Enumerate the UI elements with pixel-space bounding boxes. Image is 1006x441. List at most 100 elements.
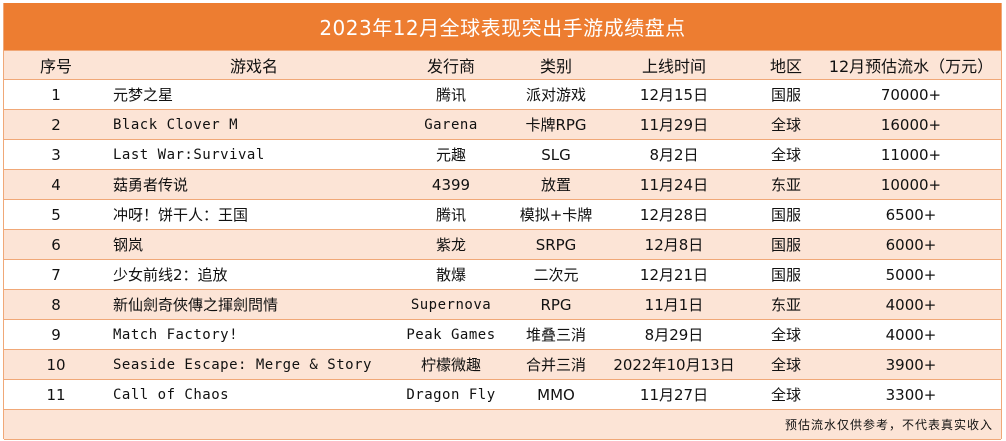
row-launch-date: 11月24日 bbox=[639, 176, 709, 194]
table-row: 1 元梦之星 腾讯 派对游戏 12月15日 国服 70000+ bbox=[4, 80, 1001, 110]
table-row: 11 Call of Chaos Dragon Fly MMO 11月27日 全… bbox=[4, 380, 1001, 410]
header-category: 类别 bbox=[539, 57, 572, 76]
row-revenue: 10000+ bbox=[880, 175, 942, 194]
row-publisher: 柠檬微趣 bbox=[420, 356, 481, 374]
row-index: 11 bbox=[46, 385, 66, 404]
row-game-name: 新仙劍奇俠傳之揮劍問情 bbox=[113, 296, 279, 314]
row-category: 堆叠三消 bbox=[525, 326, 586, 344]
row-publisher: 腾讯 bbox=[435, 86, 466, 104]
row-region: 东亚 bbox=[770, 296, 801, 314]
table-row: 8 新仙劍奇俠傳之揮劍問情 Supernova RPG 11月1日 东亚 400… bbox=[4, 290, 1001, 320]
row-category: 模拟+卡牌 bbox=[519, 206, 593, 224]
row-region: 全球 bbox=[770, 116, 801, 134]
row-region: 全球 bbox=[770, 356, 801, 374]
row-index: 8 bbox=[51, 295, 61, 314]
row-publisher: 散爆 bbox=[435, 266, 466, 284]
table-footer: 预估流水仅供参考，不代表真实收入 bbox=[4, 410, 1001, 440]
row-game-name: Last War:Survival bbox=[113, 146, 265, 163]
footer-disclaimer: 预估流水仅供参考，不代表真实收入 bbox=[784, 418, 993, 432]
row-region: 东亚 bbox=[770, 176, 801, 194]
row-launch-date: 8月2日 bbox=[649, 146, 699, 164]
header-revenue: 12月预估流水（万元） bbox=[828, 57, 994, 76]
row-game-name: 少女前线2：追放 bbox=[113, 266, 228, 284]
row-game-name: Match Factory! bbox=[113, 326, 239, 343]
row-revenue: 11000+ bbox=[880, 145, 942, 164]
table-row: 9 Match Factory! Peak Games 堆叠三消 8月29日 全… bbox=[4, 320, 1001, 350]
row-index: 10 bbox=[46, 355, 66, 374]
row-game-name: 冲呀！饼干人：王国 bbox=[113, 206, 249, 224]
row-revenue: 3900+ bbox=[885, 355, 937, 374]
row-game-name: Seaside Escape: Merge & Story bbox=[113, 356, 372, 373]
row-region: 国服 bbox=[770, 206, 801, 224]
row-launch-date: 2022年10月13日 bbox=[613, 356, 735, 374]
row-revenue: 6000+ bbox=[885, 235, 937, 254]
row-publisher: Garena bbox=[424, 116, 478, 133]
row-revenue: 6500+ bbox=[885, 205, 937, 224]
table-row: 2 Black Clover M Garena 卡牌RPG 11月29日 全球 … bbox=[4, 110, 1001, 140]
row-category: RPG bbox=[540, 295, 572, 314]
row-revenue: 5000+ bbox=[885, 265, 937, 284]
row-category: MMO bbox=[537, 385, 575, 404]
header-launch-date: 上线时间 bbox=[641, 57, 706, 76]
row-category: 卡牌RPG bbox=[525, 116, 587, 134]
table-header-row: 序号 游戏名 发行商 类别 上线时间 地区 12月预估流水（万元） bbox=[4, 50, 1001, 80]
header-game-name: 游戏名 bbox=[229, 57, 278, 76]
row-index: 9 bbox=[51, 325, 61, 344]
row-revenue: 4000+ bbox=[885, 325, 937, 344]
row-game-name: 元梦之星 bbox=[113, 86, 174, 104]
row-region: 全球 bbox=[770, 386, 801, 404]
table-row: 10 Seaside Escape: Merge & Story 柠檬微趣 合并… bbox=[4, 350, 1001, 380]
table-row: 4 菇勇者传说 4399 放置 11月24日 东亚 10000+ bbox=[4, 170, 1001, 200]
row-game-name: 钢岚 bbox=[113, 236, 144, 254]
row-publisher: Supernova bbox=[410, 296, 492, 313]
row-launch-date: 11月27日 bbox=[639, 386, 709, 404]
row-region: 全球 bbox=[770, 146, 801, 164]
row-region: 国服 bbox=[770, 266, 801, 284]
row-category: 二次元 bbox=[533, 266, 579, 284]
row-publisher: 4399 bbox=[431, 175, 471, 194]
header-region: 地区 bbox=[769, 57, 802, 76]
row-game-name: Black Clover M bbox=[113, 116, 239, 133]
row-launch-date: 11月1日 bbox=[644, 296, 704, 314]
row-region: 国服 bbox=[770, 86, 801, 104]
row-index: 7 bbox=[51, 265, 61, 284]
row-revenue: 4000+ bbox=[885, 295, 937, 314]
row-category: SLG bbox=[541, 145, 571, 164]
row-category: 派对游戏 bbox=[525, 86, 586, 104]
row-launch-date: 12月15日 bbox=[639, 86, 709, 104]
row-game-name: Call of Chaos bbox=[113, 386, 230, 403]
row-index: 1 bbox=[51, 85, 61, 104]
row-launch-date: 8月29日 bbox=[644, 326, 704, 344]
row-game-name: 菇勇者传说 bbox=[113, 176, 189, 194]
row-category: SRPG bbox=[535, 235, 577, 254]
row-launch-date: 12月8日 bbox=[644, 236, 704, 254]
row-launch-date: 11月29日 bbox=[639, 116, 709, 134]
row-index: 6 bbox=[51, 235, 61, 254]
row-index: 3 bbox=[51, 145, 61, 164]
table-title: 2023年12月全球表现突出手游成绩盘点 bbox=[4, 3, 1001, 50]
row-publisher: Dragon Fly bbox=[406, 386, 496, 403]
row-index: 2 bbox=[51, 115, 61, 134]
row-launch-date: 12月28日 bbox=[639, 206, 709, 224]
table-row: 7 少女前线2：追放 散爆 二次元 12月21日 国服 5000+ bbox=[4, 260, 1001, 290]
row-revenue: 3300+ bbox=[885, 385, 937, 404]
row-category: 放置 bbox=[540, 176, 571, 194]
row-index: 4 bbox=[51, 175, 61, 194]
row-region: 国服 bbox=[770, 236, 801, 254]
table-row: 3 Last War:Survival 元趣 SLG 8月2日 全球 11000… bbox=[4, 140, 1001, 170]
row-index: 5 bbox=[51, 205, 61, 224]
table-row: 6 钢岚 紫龙 SRPG 12月8日 国服 6000+ bbox=[4, 230, 1001, 260]
row-publisher: 紫龙 bbox=[435, 236, 466, 254]
row-revenue: 70000+ bbox=[880, 85, 942, 104]
row-region: 全球 bbox=[770, 326, 801, 344]
report-table: 2023年12月全球表现突出手游成绩盘点 序号 游戏名 发行商 类别 上线时间 … bbox=[3, 3, 1002, 440]
row-publisher: 腾讯 bbox=[435, 206, 466, 224]
header-index: 序号 bbox=[39, 57, 72, 76]
row-category: 合并三消 bbox=[525, 356, 586, 374]
header-publisher: 发行商 bbox=[426, 57, 475, 76]
row-revenue: 16000+ bbox=[880, 115, 942, 134]
table-row: 5 冲呀！饼干人：王国 腾讯 模拟+卡牌 12月28日 国服 6500+ bbox=[4, 200, 1001, 230]
row-launch-date: 12月21日 bbox=[639, 266, 709, 284]
row-publisher: Peak Games bbox=[406, 326, 496, 343]
row-publisher: 元趣 bbox=[435, 146, 466, 164]
